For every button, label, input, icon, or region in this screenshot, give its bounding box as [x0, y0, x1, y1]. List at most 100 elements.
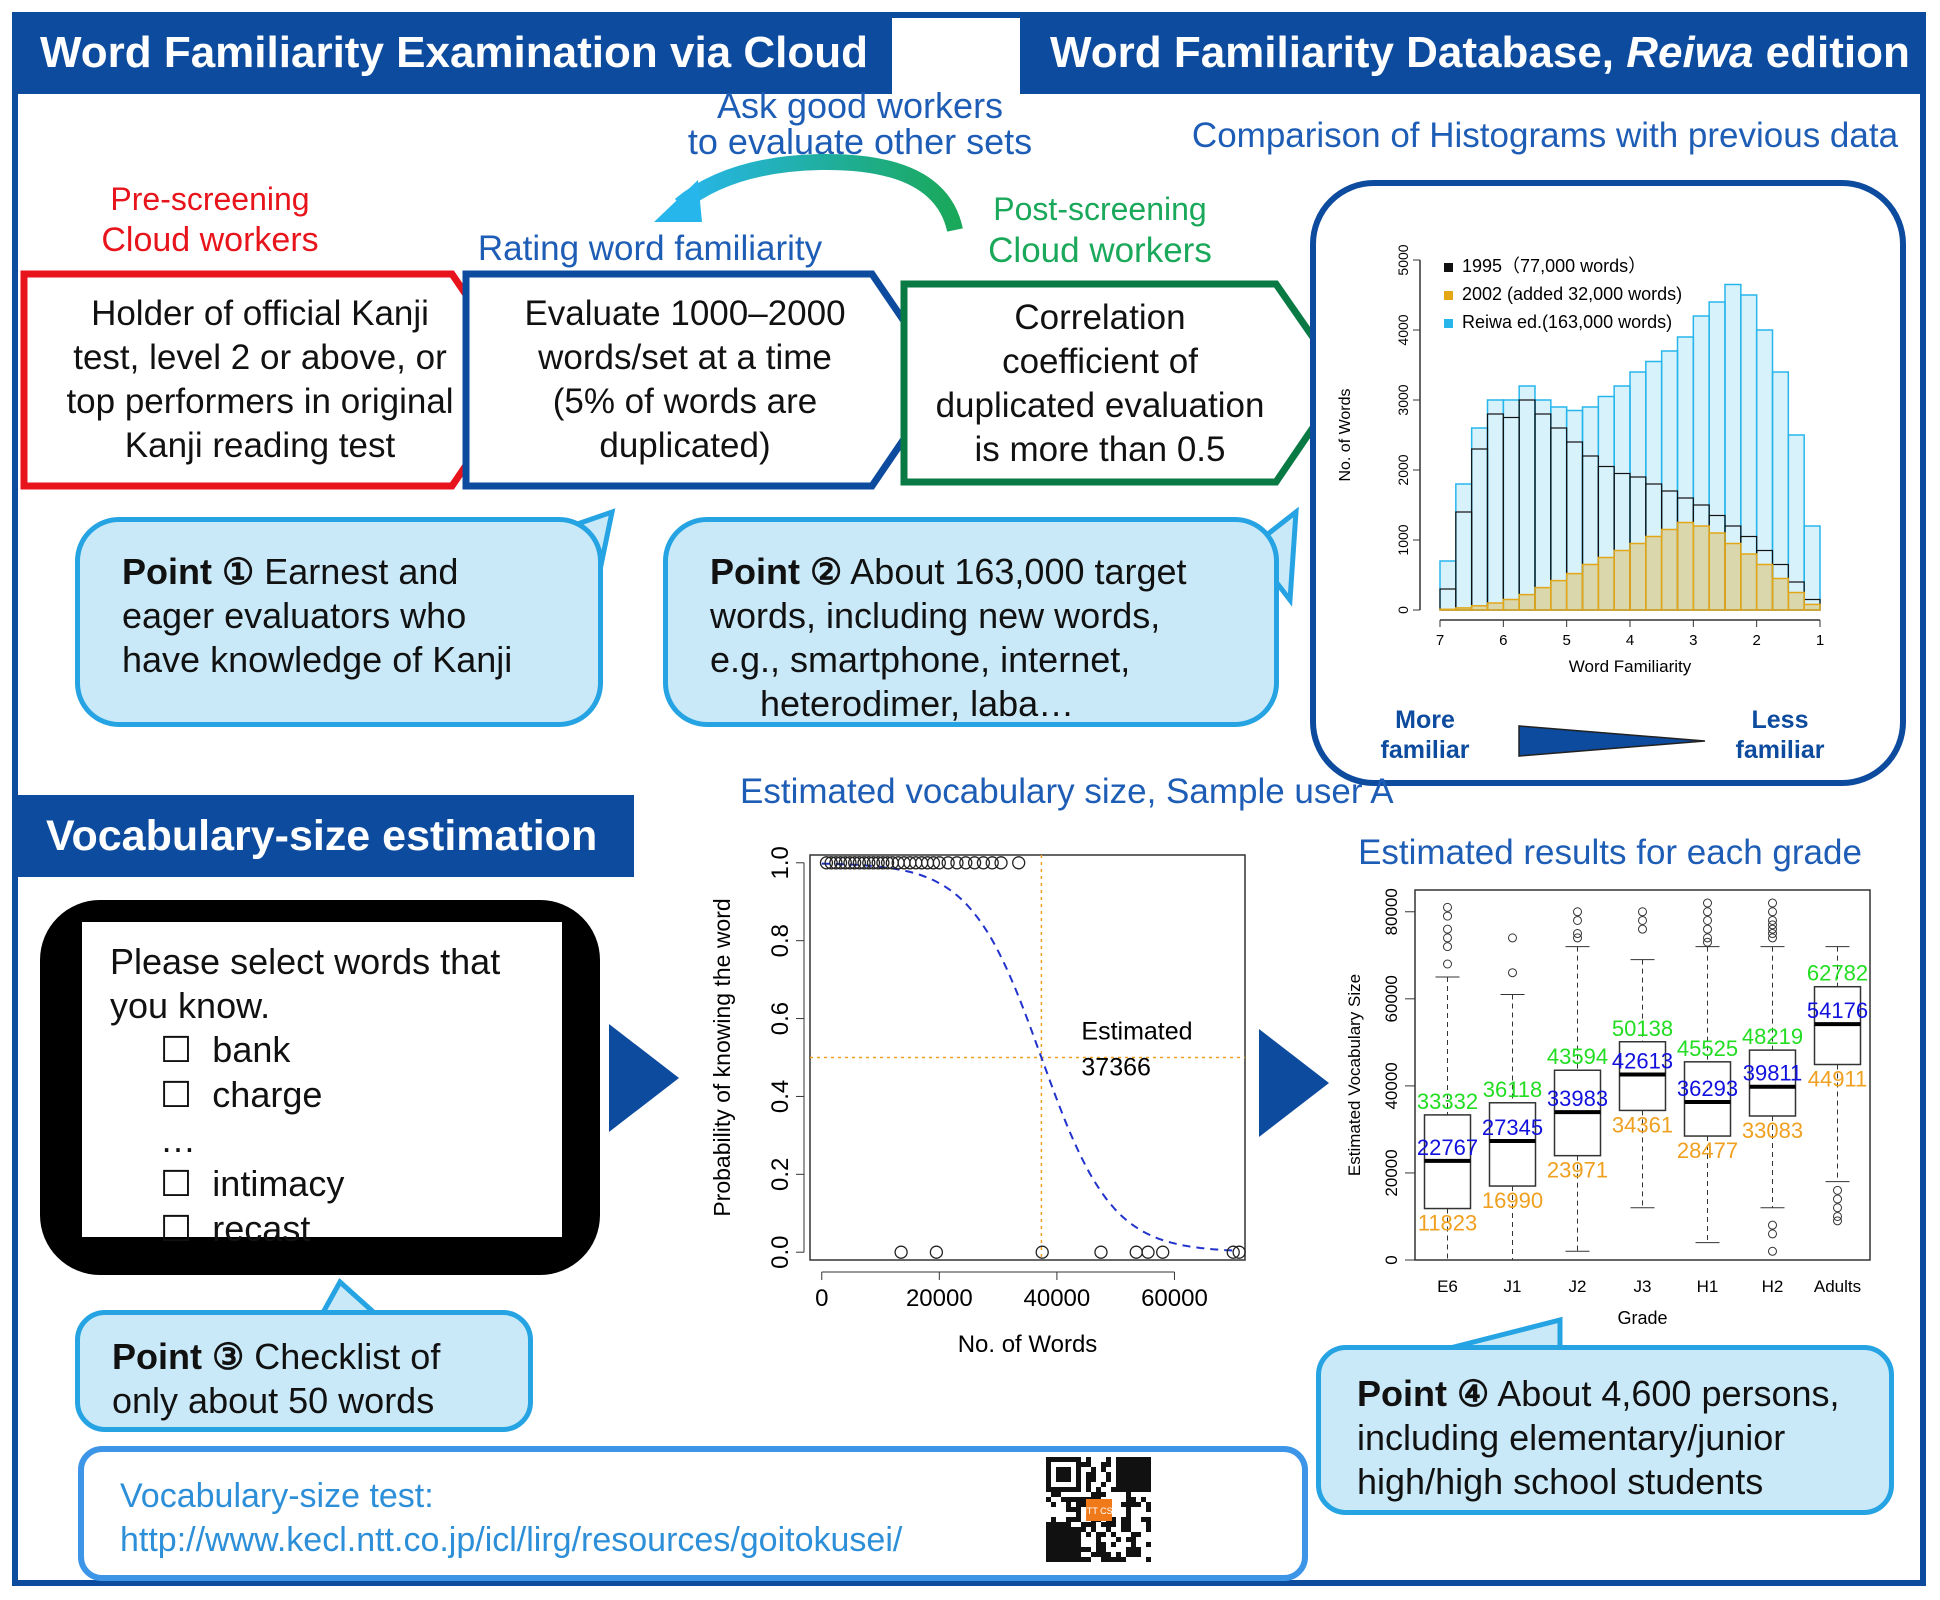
scatter-y-tick-label: 0.0: [767, 1236, 794, 1269]
qr-module: [1091, 1522, 1096, 1527]
checkbox-icon[interactable]: ☐: [160, 1164, 193, 1205]
qr-module: [1046, 1557, 1051, 1562]
outlier-point: [1768, 924, 1777, 934]
known-word-point: [862, 856, 876, 870]
qr-module: [1066, 1507, 1071, 1512]
qr-module: [1146, 1472, 1151, 1477]
hist-legend-label: 2002 (added 32,000 words): [1462, 284, 1682, 304]
qr-module: [1066, 1472, 1071, 1477]
qr-module: [1106, 1472, 1111, 1477]
qr-module: [1071, 1507, 1076, 1512]
scatter-x-tick-label: 60000: [1141, 1285, 1208, 1312]
known-word-point: [976, 856, 991, 870]
qr-module: [1061, 1472, 1066, 1477]
q1-label: 11823: [1418, 1211, 1478, 1236]
qr-module: [1131, 1482, 1136, 1487]
qr-module: [1086, 1522, 1091, 1527]
qr-module: [1131, 1467, 1136, 1472]
hist-bar: [1581, 563, 1600, 611]
checklist-item[interactable]: ☐ charge: [110, 1073, 562, 1118]
qr-module: [1076, 1547, 1081, 1552]
qr-module: [1136, 1477, 1141, 1482]
qr-module: [1056, 1532, 1061, 1537]
box-x-tick-label: Adults: [1814, 1277, 1861, 1296]
qr-module: [1136, 1457, 1141, 1462]
unknown-word-point: [1156, 1245, 1170, 1259]
qr-code-icon[interactable]: NTT CSL: [1044, 1455, 1154, 1565]
qr-logo-text: NTT CSL: [1080, 1506, 1117, 1516]
qr-module: [1131, 1502, 1136, 1507]
qr-module: [1076, 1537, 1081, 1542]
qr-module: [1116, 1552, 1121, 1557]
checkbox-icon[interactable]: ☐: [160, 1030, 193, 1071]
known-word-point: [829, 856, 843, 870]
qr-module: [1066, 1487, 1071, 1492]
step2-text: Evaluate 1000–2000 words/set at a time (…: [480, 292, 890, 468]
checklist-item[interactable]: ☐ bank: [110, 1028, 562, 1073]
qr-module: [1046, 1527, 1051, 1532]
scatter-title: Estimated vocabulary size, Sample user A: [740, 770, 1394, 814]
step3-line: duplicated evaluation: [935, 386, 1265, 425]
checkbox-icon[interactable]: ☐: [160, 1209, 193, 1250]
qr-module: [1126, 1547, 1131, 1552]
qr-module: [1136, 1472, 1141, 1477]
outlier-point: [1768, 1229, 1777, 1239]
qr-module: [1081, 1497, 1086, 1502]
qr-module: [1131, 1487, 1136, 1492]
qr-module: [1091, 1492, 1096, 1497]
pre-screening-label: Pre-screening: [60, 180, 360, 218]
hist-bar: [1502, 399, 1520, 611]
median-label: 39811: [1743, 1061, 1803, 1086]
qr-module: [1131, 1552, 1136, 1557]
qr-module: [1086, 1557, 1091, 1562]
qr-module: [1136, 1462, 1141, 1467]
checklist-word: charge: [212, 1074, 323, 1115]
q3-label: 36118: [1483, 1077, 1543, 1102]
qr-module: [1136, 1547, 1141, 1552]
familiarity-wedge-icon: [1518, 725, 1706, 757]
step1-line: top performers in original: [66, 382, 454, 421]
box-x-tick-label: J2: [1569, 1277, 1587, 1296]
qr-module: [1086, 1482, 1091, 1487]
hist-x-tick-label: 3: [1689, 632, 1697, 649]
outlier-point: [1703, 915, 1712, 925]
flow-chevrons: [20, 270, 1349, 490]
qr-module: [1086, 1462, 1091, 1467]
qr-module: [1061, 1522, 1066, 1527]
qr-module: [1096, 1532, 1101, 1537]
hist-bar: [1518, 593, 1536, 611]
outlier-point: [1703, 898, 1712, 908]
qr-module: [1056, 1472, 1061, 1477]
q3-label: 43594: [1547, 1044, 1608, 1069]
hist-y-tick-label: 1000: [1395, 524, 1411, 555]
qr-module: [1066, 1552, 1071, 1557]
qr-module: [1066, 1532, 1071, 1537]
outlier-point: [1768, 1246, 1777, 1256]
hist-bar: [1518, 385, 1536, 611]
checklist-item[interactable]: ☐ recast: [110, 1207, 562, 1252]
step2-line: Evaluate 1000–2000: [524, 294, 846, 333]
test-url-link[interactable]: http://www.kecl.ntt.co.jp/icl/lirg/resou…: [120, 1521, 903, 1559]
hist-bar: [1660, 528, 1679, 611]
qr-module: [1051, 1522, 1056, 1527]
hist-bar: [1534, 586, 1552, 611]
checklist-item[interactable]: ☐ intimacy: [110, 1162, 562, 1207]
point4-head: Point ④: [1357, 1373, 1490, 1414]
hist-bar: [1439, 608, 1457, 611]
q3-label: 62782: [1807, 961, 1868, 986]
qr-module: [1081, 1522, 1086, 1527]
qr-module: [1066, 1537, 1071, 1542]
hist-bar: [1470, 427, 1489, 611]
hist-bar: [1803, 603, 1821, 611]
known-word-point: [848, 856, 862, 870]
histogram-chart: 7 6 5 4 3 2 1 0 1000 2000 3000 4000 5000 No. of Words…: [1337, 244, 1824, 676]
hist-bar: [1755, 563, 1774, 611]
qr-module: [1056, 1547, 1061, 1552]
histogram-panel: [1310, 180, 1906, 786]
checkbox-icon[interactable]: ☐: [160, 1075, 193, 1116]
outlier-point: [1573, 929, 1582, 939]
qr-module: [1066, 1457, 1071, 1462]
outlier-point: [1768, 1220, 1777, 1230]
outlier-point: [1573, 907, 1582, 917]
qr-module: [1056, 1542, 1061, 1547]
